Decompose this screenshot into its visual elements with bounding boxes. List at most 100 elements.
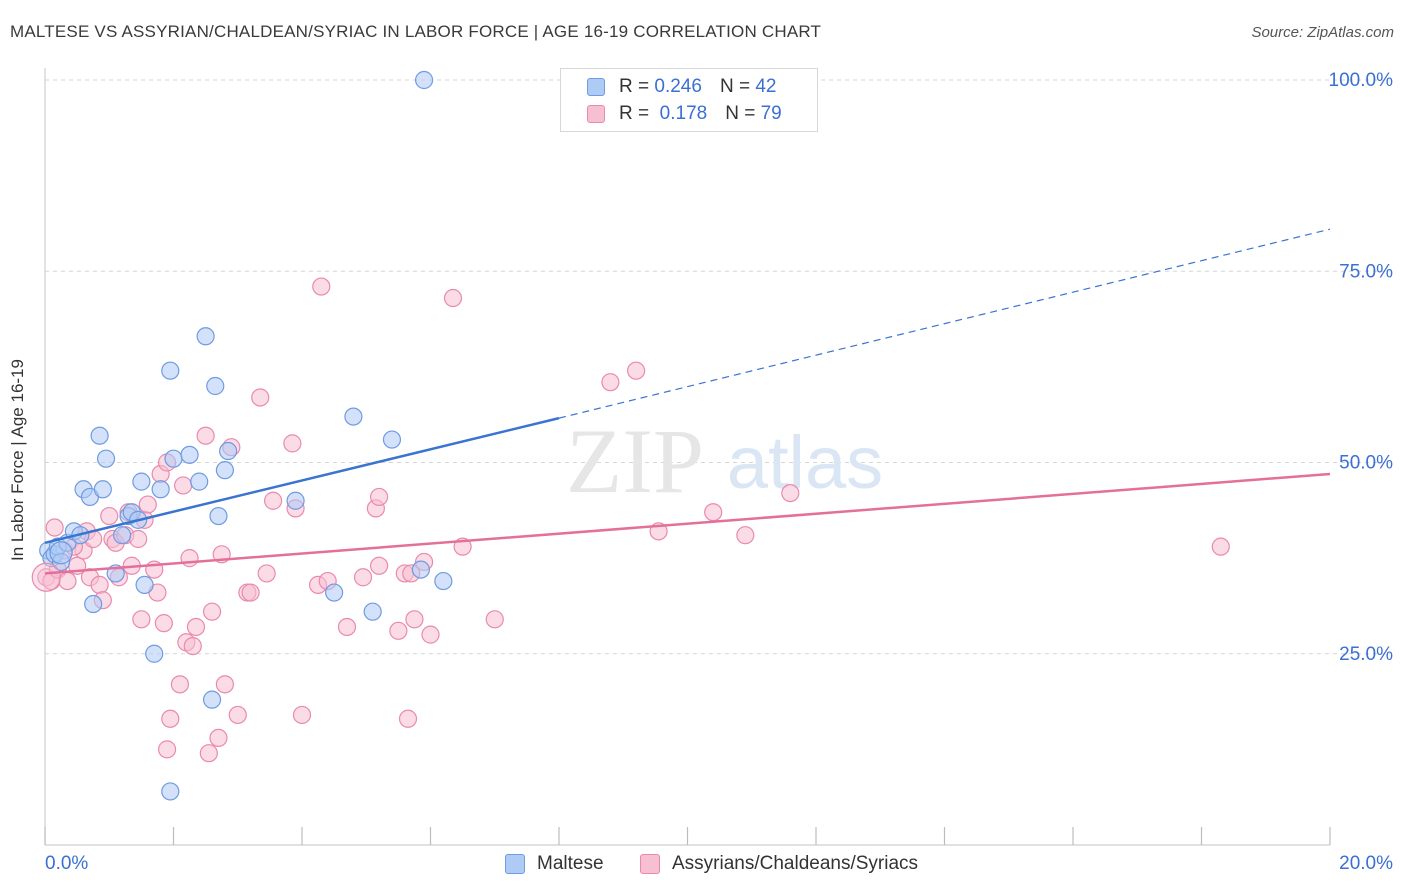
assyrian-point (157, 740, 177, 759)
maltese-point (151, 480, 170, 499)
watermark-zip: ZIP (566, 410, 704, 512)
maltese-point (206, 376, 225, 396)
maltese-point (145, 644, 164, 663)
maltese-point (363, 602, 382, 621)
maltese-trendline (44, 416, 560, 545)
maltese-r-label: R = (619, 76, 650, 97)
maltese-r-value: 0.246 (654, 76, 702, 97)
trend-layer (44, 228, 1331, 575)
assyrian-point (215, 675, 234, 694)
assyrian-r-value: 0.178 (659, 103, 708, 124)
x-tick-label: 20.0% (1339, 853, 1393, 874)
assyrian-n-label: N = (725, 103, 756, 124)
maltese-point (161, 361, 180, 380)
bottom-assyrian-swatch (640, 854, 660, 874)
assyrian-point (174, 476, 193, 495)
grid-layer (45, 79, 1390, 655)
assyrian-point (58, 571, 77, 591)
maltese-point (325, 583, 344, 602)
maltese-point (202, 690, 222, 709)
assyrian-point (90, 575, 109, 595)
assyrian-point (370, 556, 389, 575)
assyrian-point (154, 614, 173, 633)
y-tick-label: 25.0% (1339, 644, 1393, 665)
assyrian-point (398, 709, 418, 728)
bottom-legend-assyrian: Assyrians/Chaldeans/Syriacs (640, 852, 918, 876)
maltese-point (93, 480, 112, 499)
maltese-trendline-projection (558, 228, 1331, 419)
maltese-point (196, 327, 215, 346)
maltese-point (219, 441, 238, 461)
maltese-point (180, 445, 199, 464)
assyrian-point (1211, 537, 1230, 556)
watermark-atlas: atlas (727, 421, 883, 504)
assyrian-point (100, 506, 119, 526)
maltese-point (190, 472, 209, 491)
assyrian-point (186, 617, 206, 637)
bottom-maltese-label: Maltese (537, 853, 604, 874)
maltese-point (344, 407, 363, 426)
assyrian-point (129, 529, 148, 549)
legend-row-assyrian: R = 0.178 N = 79 (587, 102, 782, 126)
maltese-point (161, 782, 180, 801)
assyrian-point (251, 388, 270, 407)
axis-layer: 25.0% 50.0% 75.0% 100.0% 0.0% 20.0% (44, 68, 1393, 874)
maltese-point (434, 571, 453, 591)
assyrian-point (421, 625, 440, 644)
maltese-point (164, 449, 183, 468)
assyrian-point (199, 744, 218, 763)
maltese-point (135, 575, 154, 595)
legend-row-maltese: R = 0.246 N = 42 (587, 75, 776, 99)
assyrian-point (370, 487, 389, 507)
assyrian-point (170, 675, 190, 694)
assyrian-point (389, 621, 408, 640)
x-tick-label: 0.0% (45, 853, 88, 874)
assyrian-point (196, 426, 215, 445)
source-credit: Source: ZipAtlas.com (1251, 24, 1394, 41)
assyrian-point (228, 705, 247, 725)
assyrian-point (209, 728, 228, 748)
assyrian-n-value: 79 (760, 103, 782, 124)
assyrian-point (337, 617, 357, 637)
assyrian-swatch (587, 105, 605, 123)
assyrian-point (626, 361, 646, 380)
assyrian-point (257, 564, 276, 583)
maltese-point (84, 594, 103, 614)
assyrian-point (161, 709, 180, 728)
assyrian-point (312, 277, 331, 296)
y-tick-label: 50.0% (1339, 453, 1393, 474)
maltese-point (215, 461, 234, 480)
watermark: ZIP atlas (566, 410, 883, 512)
bottom-legend-maltese: Maltese (505, 852, 604, 876)
assyrian-trendline (44, 472, 1331, 575)
assyrian-point (353, 568, 373, 587)
maltese-cluster-point (49, 541, 73, 565)
y-axis-label: In Labor Force | Age 16-19 (8, 359, 27, 561)
maltese-n-label: N = (719, 76, 751, 97)
maltese-point (112, 526, 132, 545)
assyrian-r-label: R = (619, 103, 650, 124)
assyrian-point (292, 705, 312, 725)
assyrian-point (263, 491, 283, 510)
correlation-legend: R = 0.246 N = 42 R = 0.178 N = 79 (560, 68, 818, 132)
maltese-point (132, 472, 151, 491)
assyrian-point (405, 610, 424, 629)
maltese-swatch (587, 78, 605, 96)
assyrian-point (283, 434, 302, 453)
bottom-maltese-swatch (505, 854, 525, 874)
maltese-point (286, 491, 305, 510)
bottom-assyrian-label: Assyrians/Chaldeans/Syriacs (672, 853, 919, 874)
assyrian-point (45, 518, 64, 537)
assyrian-point (704, 503, 723, 522)
maltese-point (414, 70, 434, 90)
maltese-point (96, 449, 116, 468)
assyrian-point (183, 636, 202, 656)
assyrian-point (485, 610, 504, 629)
maltese-n-value: 42 (755, 76, 777, 97)
assyrian-cluster-point (31, 562, 61, 592)
chart-title: MALTESE VS ASSYRIAN/CHALDEAN/SYRIAC IN L… (10, 22, 822, 41)
assyrian-point (138, 495, 157, 514)
assyrian-point (736, 526, 755, 545)
maltese-point (411, 560, 430, 579)
